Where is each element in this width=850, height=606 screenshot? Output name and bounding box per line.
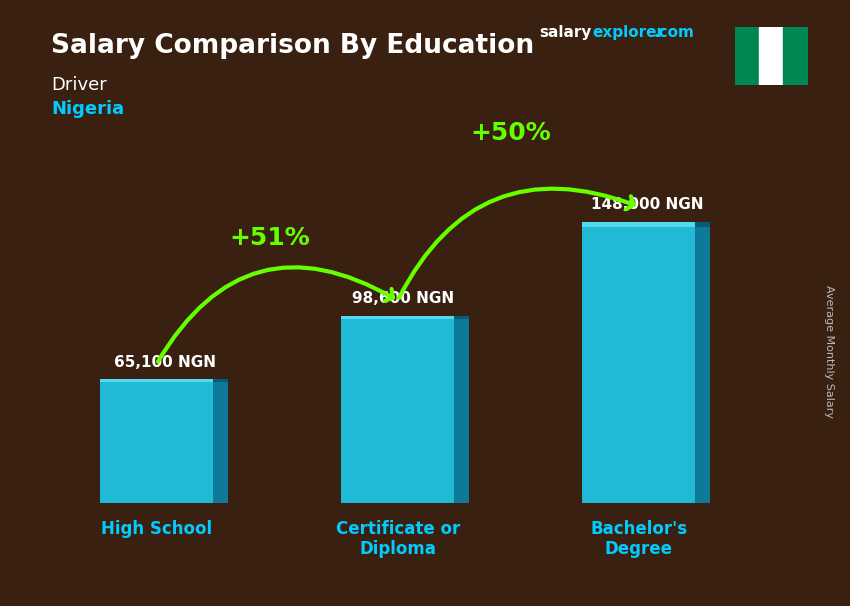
Bar	[582, 222, 695, 503]
Bar	[759, 27, 784, 85]
Bar	[695, 222, 711, 227]
Text: salary: salary	[540, 25, 592, 41]
Bar	[341, 316, 454, 503]
Bar	[213, 379, 228, 503]
Bar	[735, 27, 759, 85]
Text: Nigeria: Nigeria	[51, 100, 124, 118]
Bar	[695, 222, 711, 503]
Text: Salary Comparison By Education: Salary Comparison By Education	[51, 33, 534, 59]
Text: 65,100 NGN: 65,100 NGN	[114, 355, 216, 370]
Text: +51%: +51%	[230, 225, 310, 250]
Text: Driver: Driver	[51, 76, 107, 94]
Bar	[784, 27, 808, 85]
Bar	[100, 379, 213, 382]
Bar	[582, 222, 695, 227]
Text: +50%: +50%	[470, 121, 551, 145]
Text: 98,600 NGN: 98,600 NGN	[353, 291, 455, 306]
Text: .com: .com	[654, 25, 694, 41]
Bar	[341, 316, 454, 319]
Bar	[454, 316, 469, 319]
Text: 148,000 NGN: 148,000 NGN	[591, 198, 703, 212]
Bar	[100, 379, 213, 503]
Bar	[454, 316, 469, 503]
Bar	[213, 379, 228, 382]
Text: explorer: explorer	[592, 25, 665, 41]
Text: Average Monthly Salary: Average Monthly Salary	[824, 285, 834, 418]
